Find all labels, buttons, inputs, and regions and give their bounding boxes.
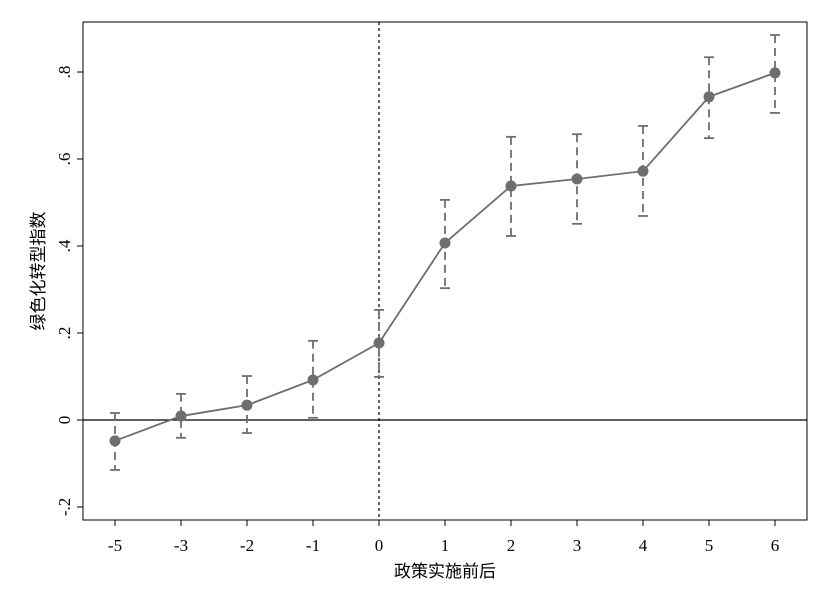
point (703, 91, 715, 103)
y-tick-label: 0 (55, 416, 74, 425)
y-tick-label: .4 (55, 239, 74, 252)
y-tick-label: .8 (55, 66, 74, 79)
point (241, 399, 253, 411)
point (505, 180, 517, 192)
error-bar (176, 392, 186, 439)
x-tick-label: -5 (108, 536, 122, 555)
point (373, 337, 385, 349)
point (175, 410, 187, 422)
y-axis-label: 绿色化转型指数 (29, 212, 48, 331)
point (571, 173, 583, 185)
point (769, 67, 781, 79)
point (439, 237, 451, 249)
y-tick-label: -.2 (55, 498, 74, 516)
x-tick-label: 0 (375, 536, 384, 555)
x-tick-label: 5 (705, 536, 714, 555)
x-tick-label: 2 (507, 536, 516, 555)
x-axis-label: 政策实施前后 (394, 562, 496, 581)
point (109, 435, 121, 447)
x-tick-label: 1 (441, 536, 450, 555)
point (637, 165, 649, 177)
x-tick-label: -2 (240, 536, 254, 555)
y-tick-label: .6 (55, 153, 74, 166)
error-bar (770, 34, 780, 114)
x-tick-label: -1 (306, 536, 320, 555)
x-tick-label: 4 (639, 536, 648, 555)
x-tick-label: 6 (771, 536, 780, 555)
error-bar (308, 339, 318, 419)
y-tick-label: .2 (55, 327, 74, 340)
x-tick-label: 3 (573, 536, 582, 555)
error-bar (506, 135, 516, 237)
x-tick-label: -3 (174, 536, 188, 555)
point (307, 374, 319, 386)
